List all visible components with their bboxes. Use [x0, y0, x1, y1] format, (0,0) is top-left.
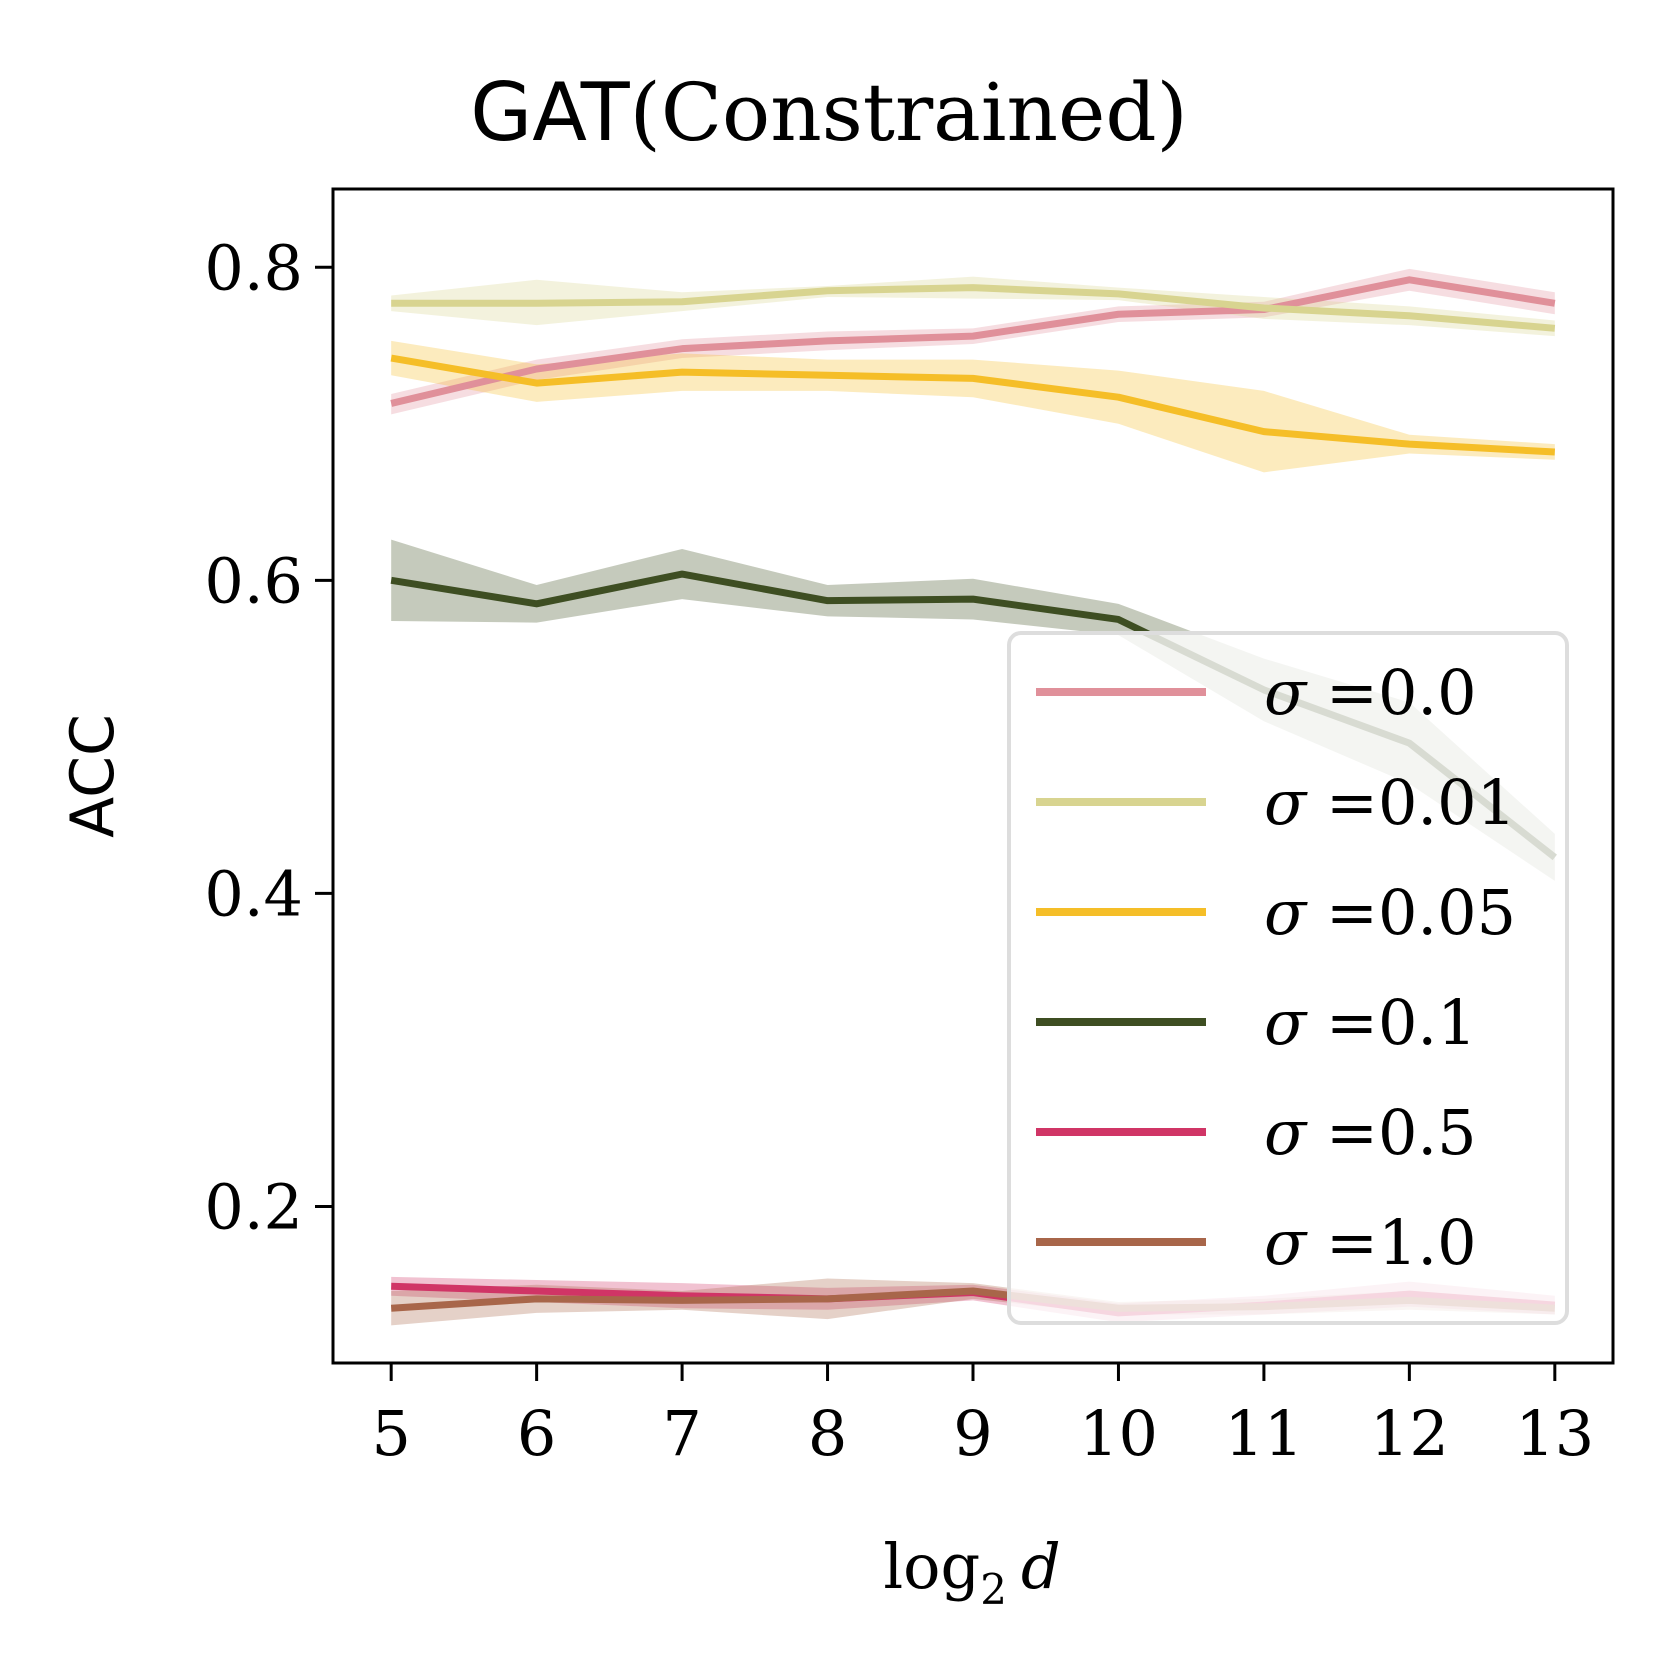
y-tick-label: 0.8: [204, 231, 303, 304]
x-tick-label: 6: [517, 1397, 556, 1470]
legend-label-symbol: σ: [1264, 876, 1308, 949]
x-tick-label: 9: [953, 1397, 992, 1470]
y-axis-label: ACC: [58, 714, 128, 838]
x-tick-label: 7: [662, 1397, 701, 1470]
x-tick-label: 11: [1224, 1397, 1303, 1470]
legend-label: σ =0.01: [1264, 766, 1516, 839]
legend-label-value: =0.5: [1306, 1096, 1476, 1169]
x-axis-label-subscript: 2: [980, 1565, 1007, 1614]
legend: σ =0.0σ =0.01σ =0.05σ =0.1σ =0.5σ =1.0: [1007, 631, 1569, 1325]
line-series-0: [390, 276, 1556, 407]
x-tick-label: 13: [1515, 1397, 1594, 1470]
legend-label: σ =0.5: [1264, 1096, 1477, 1169]
legend-label: σ =1.0: [1264, 1206, 1477, 1279]
legend-label-value: =0.05: [1306, 876, 1516, 949]
legend-label-value: =1.0: [1306, 1206, 1476, 1279]
y-tick-label: 0.4: [204, 857, 303, 930]
line-series-1: [391, 284, 1556, 332]
legend-label-value: =0.1: [1306, 986, 1476, 1059]
x-tick-label: 10: [1079, 1397, 1158, 1470]
chart-title: GAT(Constrained): [470, 66, 1188, 159]
legend-label: σ =0.0: [1264, 656, 1477, 729]
x-tick-label: 12: [1370, 1397, 1449, 1470]
legend-label-value: =0.0: [1306, 656, 1476, 729]
x-tick-label: 8: [808, 1397, 847, 1470]
x-axis-label: log2 d: [883, 1530, 1060, 1614]
chart-title-variant: (Constrained): [630, 66, 1188, 159]
legend-label-symbol: σ: [1264, 1206, 1308, 1279]
legend-label: σ =0.05: [1264, 876, 1516, 949]
x-tick-label: 5: [371, 1397, 410, 1470]
legend-label-symbol: σ: [1264, 1096, 1308, 1169]
x-axis-ticks: 5 6 7 8 9 10 11 12 13: [371, 1363, 1594, 1470]
legend-label: σ =0.1: [1264, 986, 1477, 1059]
y-tick-label: 0.2: [204, 1170, 303, 1243]
x-axis-label-variable: d: [1021, 1530, 1061, 1603]
legend-label-value: =0.01: [1306, 766, 1516, 839]
y-axis-ticks: 0.2 0.4 0.6 0.8: [204, 231, 333, 1243]
legend-label-symbol: σ: [1264, 986, 1308, 1059]
chart-title-model: GAT: [470, 66, 631, 159]
legend-label-symbol: σ: [1264, 656, 1308, 729]
legend-label-symbol: σ: [1264, 766, 1308, 839]
x-axis-label-log: log: [883, 1530, 980, 1603]
y-tick-label: 0.6: [204, 544, 303, 617]
line-series-2: [390, 354, 1556, 456]
